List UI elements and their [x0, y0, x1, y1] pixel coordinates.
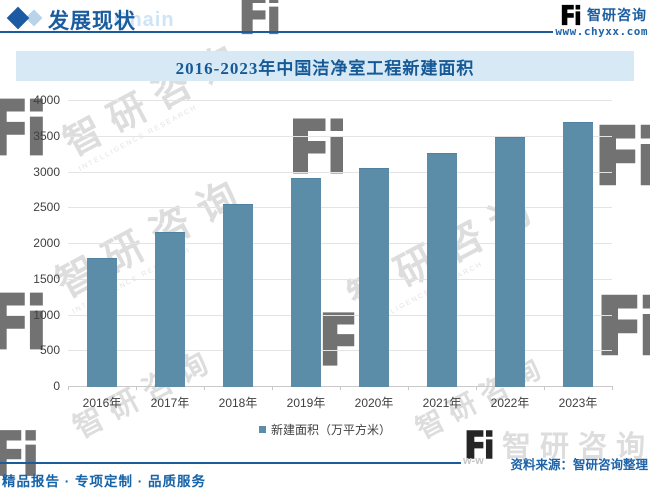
chart-legend: 新建面积（万平方米）	[0, 421, 650, 438]
x-axis-tick	[544, 386, 545, 390]
y-axis-tick-label: 1000	[33, 307, 60, 322]
footer-brand-watermark: 智研咨询	[464, 423, 650, 465]
y-axis-tick-label: 4000	[33, 93, 60, 107]
data-source-note: 资料来源：智研咨询整理	[510, 458, 648, 472]
y-axis-tick-label: 3500	[33, 128, 60, 143]
gridline	[68, 171, 612, 173]
x-axis-tick-label: 2022年	[490, 396, 530, 410]
x-axis-tick	[476, 386, 477, 390]
x-axis-tick	[136, 386, 137, 390]
footer-tagline: 精品报告 · 专项定制 · 品质服务	[2, 474, 206, 489]
bar-2023年	[563, 122, 593, 387]
x-axis-tick	[204, 386, 205, 390]
y-axis-tick-label: 0	[53, 379, 60, 393]
gridline	[68, 207, 612, 209]
chart-title-banner: 2016-2023年中国洁净室工程新建面积	[16, 51, 634, 81]
footer-brand-watermark-text: 智研咨询	[502, 431, 650, 463]
x-axis-tick-label: 2021年	[422, 396, 462, 410]
bar-2018年	[223, 203, 253, 387]
header-divider	[0, 31, 553, 33]
bar-2021年	[427, 152, 457, 387]
x-axis-tick-label: 2018年	[218, 396, 258, 410]
y-axis-tick-label: 2500	[33, 200, 60, 215]
x-axis-tick-label: 2017年	[150, 396, 190, 410]
x-axis-tick-label: 2023年	[558, 396, 598, 410]
bar-2022年	[495, 137, 525, 387]
gridline	[68, 314, 612, 316]
x-axis-tick-label: 2019年	[286, 396, 326, 410]
x-axis-tick-label: 2016年	[82, 396, 122, 410]
brand-logo: 智研咨询	[560, 4, 647, 26]
y-axis-tick-label: 500	[39, 343, 60, 358]
gridline	[68, 350, 612, 352]
brand-url-link[interactable]: www.chyxx.com	[555, 25, 648, 38]
y-axis-tick-label: 3000	[33, 164, 60, 179]
x-axis-tick	[68, 386, 69, 390]
footer-divider	[0, 462, 461, 464]
gridline	[68, 100, 612, 101]
y-axis-tick-label: 1500	[33, 271, 60, 286]
x-axis-tick	[340, 386, 341, 390]
x-axis-tick-label: 2020年	[354, 396, 394, 410]
gridline	[68, 135, 612, 137]
legend-label: 新建面积（万平方米）	[270, 423, 391, 437]
bar-2017年	[155, 231, 185, 387]
watermark-fragment: w-w	[463, 455, 484, 467]
bar-2020年	[359, 167, 389, 387]
x-axis-tick	[272, 386, 273, 390]
chain-watermark-text: Chain	[114, 9, 175, 31]
x-axis-tick	[612, 386, 613, 390]
brand-name: 智研咨询	[587, 7, 647, 23]
chart-title: 2016-2023年中国洁净室工程新建面积	[175, 58, 475, 78]
legend-marker-icon	[258, 426, 266, 433]
page-title: 发展现状	[48, 10, 136, 33]
x-axis-tick	[408, 386, 409, 390]
gridline	[68, 278, 612, 280]
bar-2016年	[87, 258, 117, 387]
gridline	[68, 243, 612, 244]
bar-2019年	[291, 177, 321, 387]
y-axis-tick-label: 2000	[33, 236, 60, 250]
